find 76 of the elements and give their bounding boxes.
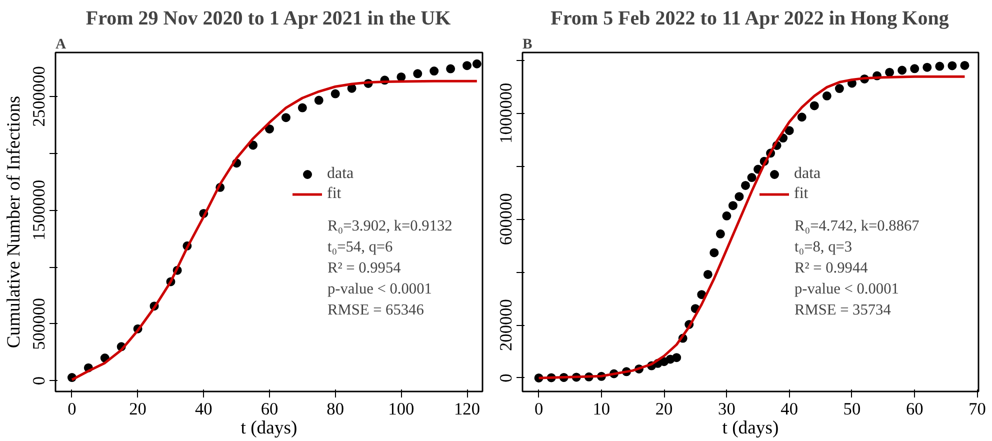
annotation: p-value < 0.0001 <box>328 280 432 298</box>
point <box>960 60 970 70</box>
point <box>922 62 932 72</box>
point <box>396 72 406 82</box>
y-tick-label: 1500000 <box>30 180 48 240</box>
legend-label: fit <box>794 185 810 203</box>
annotation: t₀=8, q=3 <box>794 238 852 256</box>
x-tick-label: 30 <box>718 400 736 418</box>
y-axis-title: Cumulative Number of Infections <box>4 96 24 348</box>
x-tick-label: 60 <box>260 400 278 418</box>
x-tick-label: 50 <box>843 400 861 418</box>
point <box>935 62 944 71</box>
point <box>703 270 712 279</box>
point <box>710 248 719 258</box>
point <box>314 96 324 105</box>
y-tick-label: 0 <box>496 374 516 382</box>
point <box>910 64 920 74</box>
point <box>722 211 732 220</box>
x-tick-label: 40 <box>194 400 212 418</box>
point <box>264 124 274 134</box>
y-tick-label: 2500000 <box>30 66 48 127</box>
x-tick-label: 0 <box>534 400 544 418</box>
legend-label: data <box>794 165 821 183</box>
y-tick-label: 1000000 <box>496 82 516 144</box>
legend-label: fit <box>327 185 342 203</box>
point <box>734 192 744 202</box>
annotation: R² = 0.9954 <box>328 260 402 276</box>
point <box>898 66 907 75</box>
point <box>810 101 819 110</box>
point <box>740 180 750 190</box>
point <box>834 84 844 94</box>
annotation: t₀=54, q=6 <box>328 238 394 256</box>
legend-label: data <box>327 165 354 183</box>
point <box>822 91 832 100</box>
point <box>797 112 806 122</box>
chart-title: From 5 Feb 2022 to 11 Apr 2022 in Hong Kong <box>550 8 949 30</box>
point <box>885 68 894 77</box>
point <box>298 103 307 112</box>
x-tick-label: 0 <box>68 400 76 418</box>
annotation: R₀=3.902, k=0.9132 <box>328 218 452 234</box>
x-tick-label: 100 <box>388 400 414 418</box>
point <box>747 173 756 182</box>
annotation: p-value < 0.0001 <box>794 280 899 298</box>
y-tick-label: 600000 <box>496 193 516 246</box>
x-tick-label: 40 <box>780 400 798 418</box>
x-axis-title: t (days) <box>240 418 298 438</box>
point <box>413 69 422 78</box>
point <box>330 89 340 98</box>
x-tick-label: 10 <box>592 400 610 418</box>
x-axis-title: t (days) <box>722 418 779 438</box>
y-tick-label: 0 <box>30 376 48 386</box>
point <box>462 61 472 70</box>
x-tick-label: 80 <box>326 400 344 418</box>
point <box>716 229 725 238</box>
chart-title: From 29 Nov 2020 to 1 Apr 2021 in the UK <box>86 8 452 30</box>
y-tick-label: 200000 <box>496 299 516 352</box>
x-tick-label: 60 <box>906 400 924 418</box>
point <box>472 59 482 68</box>
y-tick-label: 500000 <box>30 298 48 350</box>
point <box>281 113 290 122</box>
annotation: RMSE = 35734 <box>794 302 892 318</box>
annotation: R² = 0.9944 <box>794 260 868 276</box>
x-tick-label: 120 <box>454 400 480 418</box>
x-tick-label: 20 <box>129 400 146 418</box>
annotation: RMSE = 65346 <box>328 302 424 318</box>
point <box>672 353 682 362</box>
point <box>728 201 738 210</box>
point <box>446 64 456 74</box>
annotation: R₀=4.742, k=0.8867 <box>794 218 920 234</box>
point <box>784 126 794 136</box>
x-tick-label: 70 <box>968 400 986 418</box>
point <box>430 66 439 76</box>
x-tick-label: 20 <box>655 400 673 418</box>
text: A <box>56 36 66 52</box>
point <box>948 61 957 70</box>
text: B <box>522 36 532 52</box>
